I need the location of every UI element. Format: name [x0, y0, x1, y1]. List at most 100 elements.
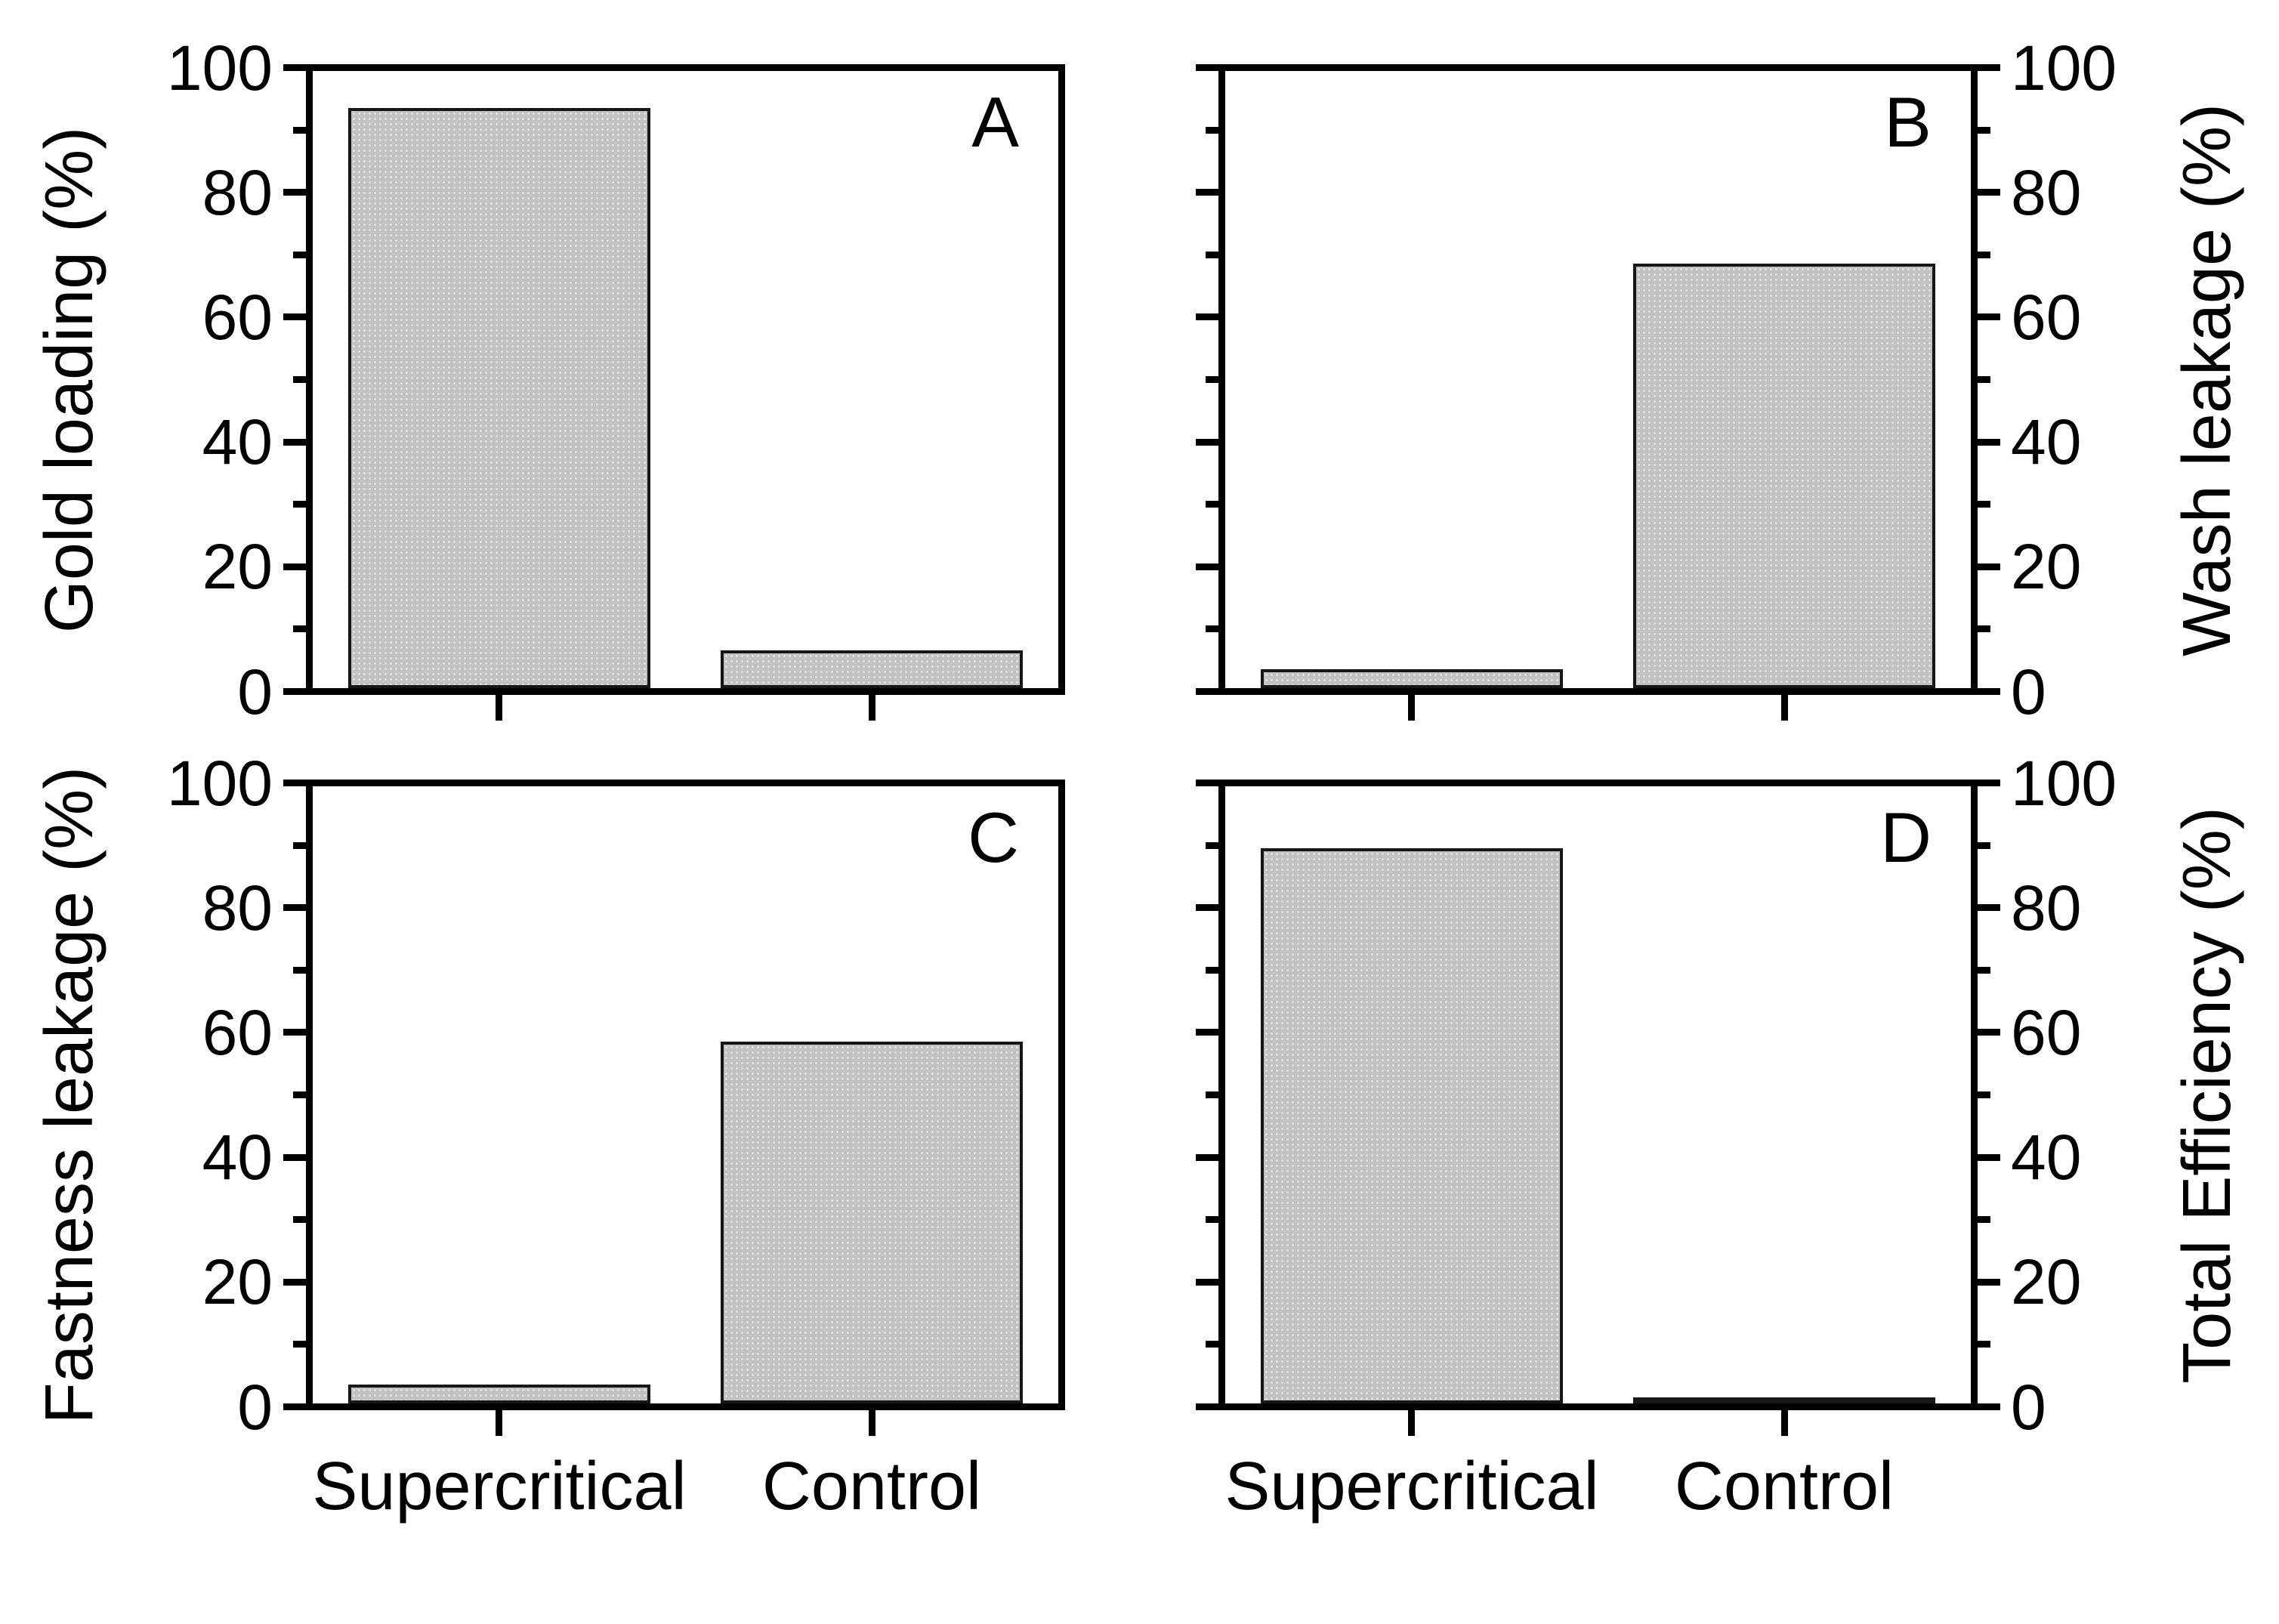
x-category-label: Supercritical	[1224, 1449, 1599, 1524]
x-major-tick	[869, 1410, 875, 1436]
y-major-tick	[1196, 688, 1218, 695]
y-major-tick	[1978, 439, 2000, 446]
bar-C-control	[721, 1042, 1023, 1403]
bar-D-control	[1633, 1397, 1935, 1403]
y-major-tick	[283, 189, 306, 196]
y-tick-label: 80	[2011, 157, 2082, 228]
y-tick-label: 80	[202, 157, 273, 228]
y-major-tick	[283, 780, 306, 786]
y-axis-title-D: Total Efficiency (%)	[2169, 807, 2245, 1384]
figure-canvas: A 0 20 40 60 80 100 Gold loading (%) B 0 20 40 60 80 1…	[32, 32, 2245, 1524]
y-tick-label: 60	[2011, 997, 2082, 1068]
panel-letter-D: D	[1880, 798, 1932, 877]
y-major-tick	[1978, 1279, 2000, 1286]
y-major-tick	[283, 563, 306, 570]
y-major-tick	[283, 1154, 306, 1161]
y-major-tick	[1978, 780, 2000, 786]
y-minor-tick	[1206, 1341, 1218, 1348]
panel-D-plot: D	[1218, 780, 1978, 1410]
y-minor-tick	[1978, 501, 1990, 508]
y-tick-label: 100	[166, 32, 273, 103]
y-major-tick	[1978, 1154, 2000, 1161]
y-tick-label: 20	[2011, 531, 2082, 602]
y-minor-tick	[1206, 501, 1218, 508]
y-minor-tick	[1978, 1341, 1990, 1348]
y-major-tick	[283, 313, 306, 320]
x-category-label: Control	[761, 1449, 982, 1524]
y-minor-tick	[1978, 967, 1990, 974]
y-major-tick	[1196, 439, 1218, 446]
y-tick-label: 20	[202, 1246, 273, 1317]
y-minor-tick	[293, 252, 306, 258]
y-minor-tick	[293, 1216, 306, 1223]
panel-letter-C: C	[968, 798, 1019, 877]
y-tick-label: 100	[2011, 748, 2117, 819]
y-major-tick	[1978, 1403, 2000, 1410]
y-major-tick	[1978, 688, 2000, 695]
y-tick-label: 40	[2011, 1122, 2082, 1193]
y-tick-label: 100	[166, 748, 273, 819]
y-minor-tick	[1206, 1091, 1218, 1098]
y-minor-tick	[293, 127, 306, 134]
y-minor-tick	[1206, 1216, 1218, 1223]
y-minor-tick	[1978, 1091, 1990, 1098]
y-major-tick	[283, 904, 306, 911]
y-major-tick	[1196, 1279, 1218, 1286]
y-tick-label: 20	[2011, 1246, 2082, 1317]
panel-C-plot: C	[306, 780, 1065, 1410]
y-minor-tick	[1978, 127, 1990, 134]
x-major-tick	[869, 695, 875, 721]
y-major-tick	[1978, 313, 2000, 320]
y-major-tick	[283, 1029, 306, 1036]
y-tick-label: 100	[2011, 32, 2117, 103]
y-minor-tick	[293, 842, 306, 849]
x-category-label: Control	[1674, 1449, 1895, 1524]
y-minor-tick	[293, 967, 306, 974]
y-major-tick	[1196, 64, 1218, 71]
y-major-tick	[1978, 189, 2000, 196]
y-tick-label: 60	[202, 997, 273, 1068]
x-major-tick	[1781, 1410, 1788, 1436]
y-minor-tick	[1206, 625, 1218, 632]
y-major-tick	[283, 1403, 306, 1410]
y-major-tick	[283, 64, 306, 71]
y-tick-label: 0	[2011, 1372, 2046, 1443]
y-minor-tick	[1978, 252, 1990, 258]
bar-B-control	[1633, 264, 1935, 688]
y-tick-label: 40	[202, 406, 273, 477]
y-minor-tick	[1978, 625, 1990, 632]
bar-A-supercritical	[348, 108, 650, 688]
y-major-tick	[1196, 1154, 1218, 1161]
y-minor-tick	[1978, 1216, 1990, 1223]
y-major-tick	[1196, 1029, 1218, 1036]
y-major-tick	[1978, 904, 2000, 911]
y-minor-tick	[293, 1341, 306, 1348]
y-minor-tick	[293, 1091, 306, 1098]
y-minor-tick	[1206, 252, 1218, 258]
y-minor-tick	[1206, 842, 1218, 849]
y-tick-label: 40	[202, 1122, 273, 1193]
panel-letter-A: A	[971, 82, 1019, 162]
x-major-tick	[496, 1410, 502, 1436]
x-major-tick	[496, 695, 502, 721]
y-major-tick	[1196, 904, 1218, 911]
y-minor-tick	[293, 625, 306, 632]
bar-C-supercritical	[348, 1385, 650, 1403]
bar-D-supercritical	[1261, 848, 1563, 1403]
y-minor-tick	[293, 501, 306, 508]
y-tick-label: 0	[237, 1372, 273, 1443]
y-tick-label: 0	[237, 656, 273, 727]
panel-A-plot: A	[306, 64, 1065, 695]
y-major-tick	[283, 1279, 306, 1286]
y-major-tick	[283, 688, 306, 695]
y-major-tick	[1196, 780, 1218, 786]
panel-letter-B: B	[1884, 82, 1932, 162]
x-major-tick	[1408, 1410, 1415, 1436]
panel-B-plot: B	[1218, 64, 1978, 695]
y-tick-label: 80	[202, 872, 273, 943]
y-minor-tick	[1206, 127, 1218, 134]
y-major-tick	[1196, 563, 1218, 570]
y-tick-label: 0	[2011, 656, 2046, 727]
y-major-tick	[1978, 1029, 2000, 1036]
y-major-tick	[1196, 313, 1218, 320]
